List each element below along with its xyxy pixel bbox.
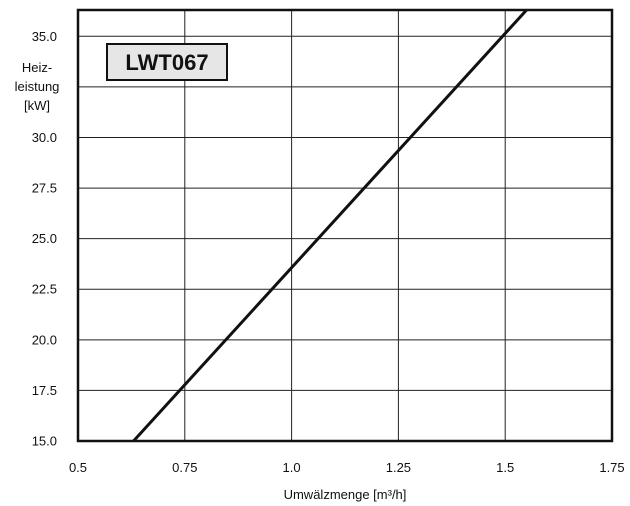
plot-frame [76,8,614,443]
y-tick-label: 27.5 [32,181,57,196]
x-tick-label: 0.5 [69,460,87,475]
badge-box [106,43,228,81]
y-tick-label: 17.5 [32,383,57,398]
y-tick-labels: 15.0 17.5 20.0 22.5 25.0 27.5 30.0 35.0 [32,29,57,449]
y-axis-title-line-3: [kW] [24,98,50,113]
y-axis-title-line-2: leistung [15,79,60,94]
y-axis-title: Heiz- leistung [kW] [15,60,60,113]
series-layer [132,8,528,443]
y-tick-label: 20.0 [32,332,57,347]
y-tick-label: 25.0 [32,231,57,246]
x-tick-label: 1.25 [386,460,411,475]
y-tick-label: 35.0 [32,29,57,44]
x-tick-labels: 0.5 0.75 1.0 1.25 1.5 1.75 [69,460,625,475]
y-tick-label: 30.0 [32,130,57,145]
y-tick-label: 22.5 [32,282,57,297]
x-tick-label: 0.75 [172,460,197,475]
badge: LWT067 [106,43,228,81]
y-axis-title-line-1: Heiz- [22,60,52,75]
series-line [132,8,528,443]
x-tick-label: 1.75 [599,460,624,475]
x-tick-label: 1.0 [283,460,301,475]
grid-lines [78,10,612,441]
x-tick-label: 1.5 [496,460,514,475]
y-tick-label: 15.0 [32,434,57,449]
x-axis-title: Umwälzmenge [m³/h] [284,487,407,502]
badge-label: LWT067 [125,50,208,75]
